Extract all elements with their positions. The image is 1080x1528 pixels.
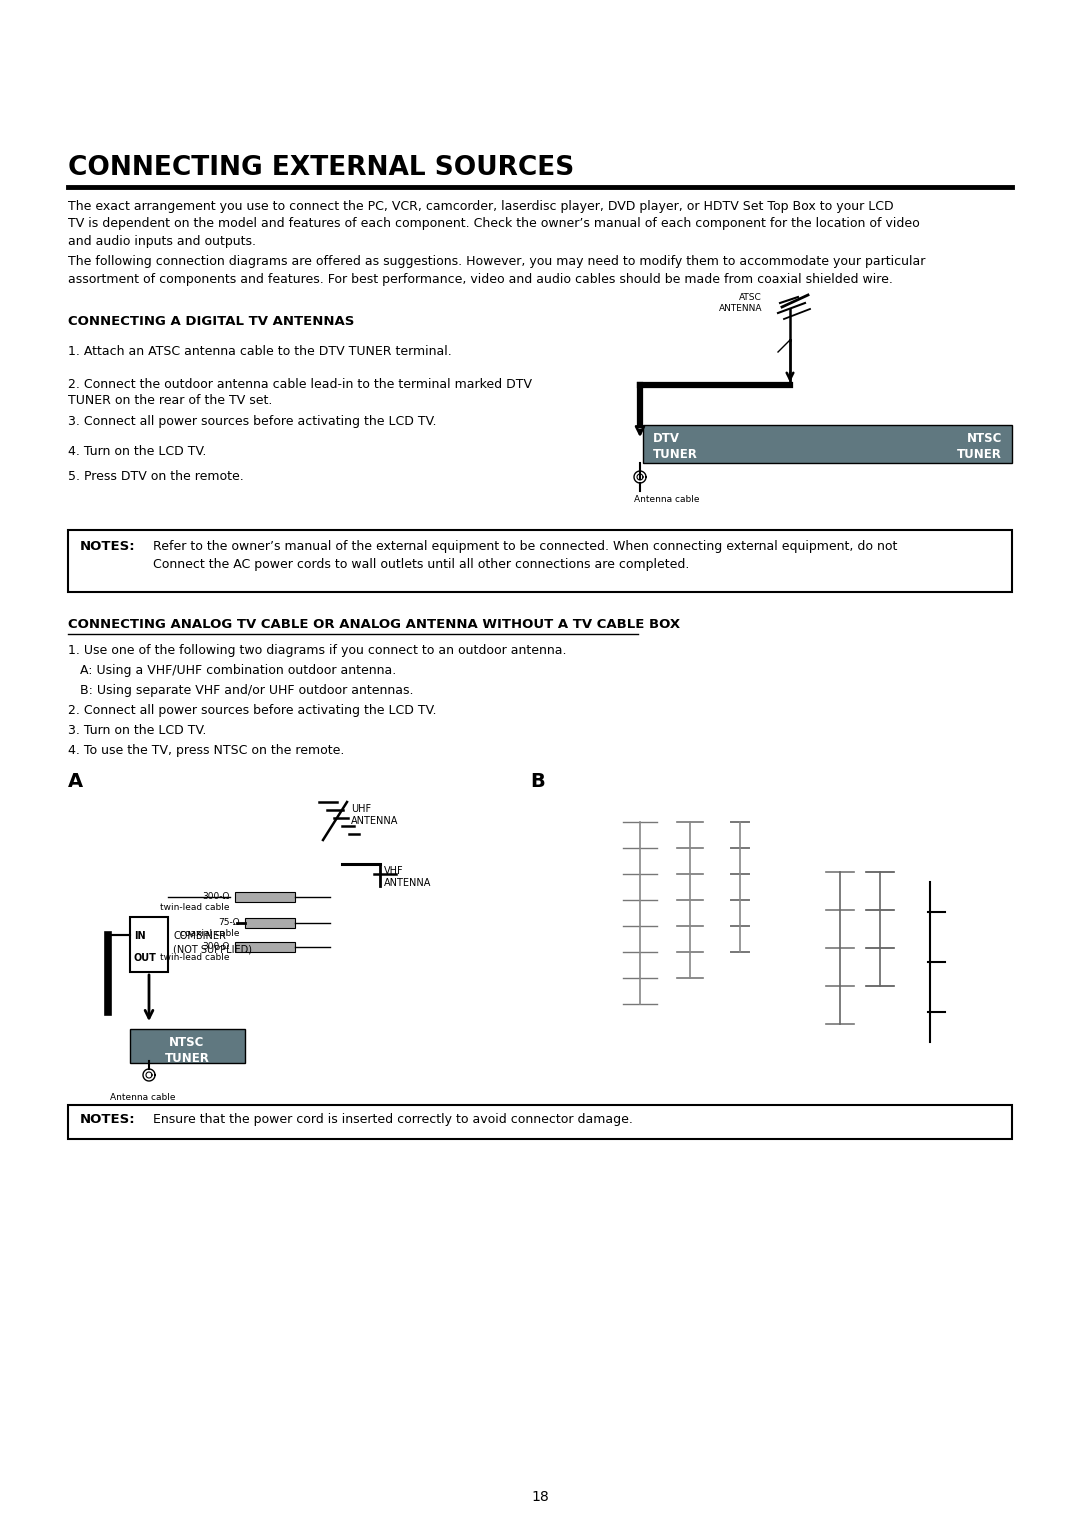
- Bar: [235, 941, 295, 952]
- Bar: [130, 1028, 245, 1063]
- Text: 18: 18: [531, 1490, 549, 1504]
- Text: Antenna cable: Antenna cable: [110, 1093, 175, 1102]
- Text: NOTES:: NOTES:: [80, 1112, 136, 1126]
- Text: COMBINER
(NOT SUPPLIED): COMBINER (NOT SUPPLIED): [173, 931, 252, 953]
- Text: B: B: [530, 772, 544, 792]
- Text: ATSC
ANTENNA: ATSC ANTENNA: [718, 293, 762, 313]
- Text: 300-Ω
twin-lead cable: 300-Ω twin-lead cable: [161, 941, 230, 963]
- Text: CONNECTING A DIGITAL TV ANTENNAS: CONNECTING A DIGITAL TV ANTENNAS: [68, 315, 354, 329]
- Text: UHF
ANTENNA: UHF ANTENNA: [351, 804, 399, 827]
- Text: Antenna cable: Antenna cable: [634, 495, 700, 504]
- Text: DTV
TUNER: DTV TUNER: [653, 432, 698, 461]
- Text: 4. Turn on the LCD TV.: 4. Turn on the LCD TV.: [68, 445, 206, 458]
- Text: 2. Connect the outdoor antenna cable lead-in to the terminal marked DTV: 2. Connect the outdoor antenna cable lea…: [68, 377, 532, 391]
- Text: TUNER on the rear of the TV set.: TUNER on the rear of the TV set.: [68, 394, 272, 406]
- Bar: [130, 917, 168, 972]
- Text: NTSC
TUNER: NTSC TUNER: [164, 1036, 210, 1065]
- Text: A: A: [68, 772, 83, 792]
- Bar: [68, 530, 1012, 591]
- Text: IN: IN: [134, 931, 146, 941]
- Text: The exact arrangement you use to connect the PC, VCR, camcorder, laserdisc playe: The exact arrangement you use to connect…: [68, 200, 920, 248]
- Text: CONNECTING ANALOG TV CABLE OR ANALOG ANTENNA WITHOUT A TV CABLE BOX: CONNECTING ANALOG TV CABLE OR ANALOG ANT…: [68, 617, 680, 631]
- Text: 1. Attach an ATSC antenna cable to the DTV TUNER terminal.: 1. Attach an ATSC antenna cable to the D…: [68, 345, 451, 358]
- Bar: [245, 918, 295, 927]
- Text: Refer to the owner’s manual of the external equipment to be connected. When conn: Refer to the owner’s manual of the exter…: [153, 539, 897, 571]
- Text: 3. Connect all power sources before activating the LCD TV.: 3. Connect all power sources before acti…: [68, 416, 436, 428]
- Text: 2. Connect all power sources before activating the LCD TV.: 2. Connect all power sources before acti…: [68, 704, 436, 717]
- Text: 1. Use one of the following two diagrams if you connect to an outdoor antenna.: 1. Use one of the following two diagrams…: [68, 643, 567, 657]
- Bar: [643, 425, 1012, 463]
- Text: 4. To use the TV, press NTSC on the remote.: 4. To use the TV, press NTSC on the remo…: [68, 744, 345, 756]
- Text: OUT: OUT: [134, 953, 157, 963]
- Text: B: Using separate VHF and/or UHF outdoor antennas.: B: Using separate VHF and/or UHF outdoor…: [68, 685, 414, 697]
- Text: 5. Press DTV on the remote.: 5. Press DTV on the remote.: [68, 471, 244, 483]
- Text: 75-Ω
coaxial cable: 75-Ω coaxial cable: [180, 918, 240, 938]
- Text: 3. Turn on the LCD TV.: 3. Turn on the LCD TV.: [68, 724, 206, 736]
- Bar: [235, 892, 295, 902]
- Bar: [68, 1105, 1012, 1138]
- Text: Ensure that the power cord is inserted correctly to avoid connector damage.: Ensure that the power cord is inserted c…: [153, 1112, 633, 1126]
- Text: NTSC
TUNER: NTSC TUNER: [957, 432, 1002, 461]
- Text: A: Using a VHF/UHF combination outdoor antenna.: A: Using a VHF/UHF combination outdoor a…: [68, 665, 396, 677]
- Text: VHF
ANTENNA: VHF ANTENNA: [384, 866, 431, 888]
- Text: CONNECTING EXTERNAL SOURCES: CONNECTING EXTERNAL SOURCES: [68, 154, 575, 180]
- Text: The following connection diagrams are offered as suggestions. However, you may n: The following connection diagrams are of…: [68, 255, 926, 286]
- Text: NOTES:: NOTES:: [80, 539, 136, 553]
- Text: 300-Ω
twin-lead cable: 300-Ω twin-lead cable: [161, 892, 230, 912]
